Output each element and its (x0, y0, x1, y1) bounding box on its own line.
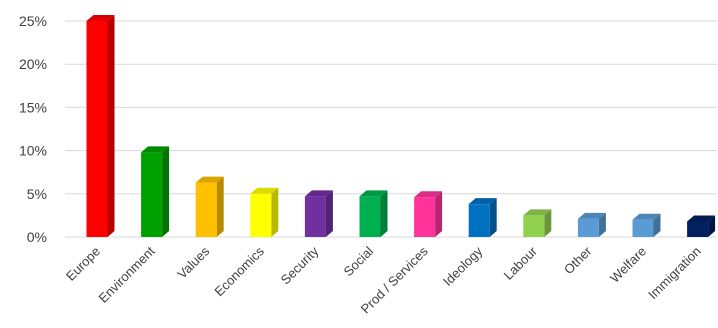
bar-other (577, 212, 606, 237)
y-tick-label: 0% (27, 229, 47, 245)
x-category-label: Europe (63, 244, 103, 284)
bar-security (304, 190, 333, 237)
y-tick-label: 25% (19, 13, 47, 29)
y-tick-label: 15% (19, 99, 47, 115)
x-category-label: Environment (96, 243, 158, 305)
bar-prod-services (414, 191, 443, 237)
x-category-label: Economics (211, 243, 267, 299)
y-tick-label: 5% (27, 186, 47, 202)
x-category-label: Ideology (440, 243, 486, 289)
y-tick-label: 10% (19, 143, 47, 159)
x-category-label: Other (561, 243, 595, 277)
bar-values (195, 176, 224, 237)
x-category-label: Security (278, 243, 322, 287)
bar-environment (141, 146, 170, 237)
bar-ideology (468, 198, 497, 237)
bar-europe (86, 15, 115, 237)
bar-labour (523, 209, 552, 237)
bars (86, 15, 716, 237)
x-category-label: Values (174, 243, 212, 281)
gridlines (65, 20, 717, 238)
bar-welfare (632, 213, 661, 237)
bar-immigration (687, 215, 716, 237)
y-tick-label: 20% (19, 56, 47, 72)
x-category-label: Immigration (645, 244, 704, 303)
x-category-label: Welfare (607, 244, 649, 286)
bar-economics (250, 187, 279, 237)
y-axis: 0% 5% 10% 15% 20% 25% (19, 13, 47, 245)
bar-social (359, 190, 388, 237)
x-category-label: Social (340, 243, 376, 279)
x-category-label: Labour (501, 243, 541, 283)
